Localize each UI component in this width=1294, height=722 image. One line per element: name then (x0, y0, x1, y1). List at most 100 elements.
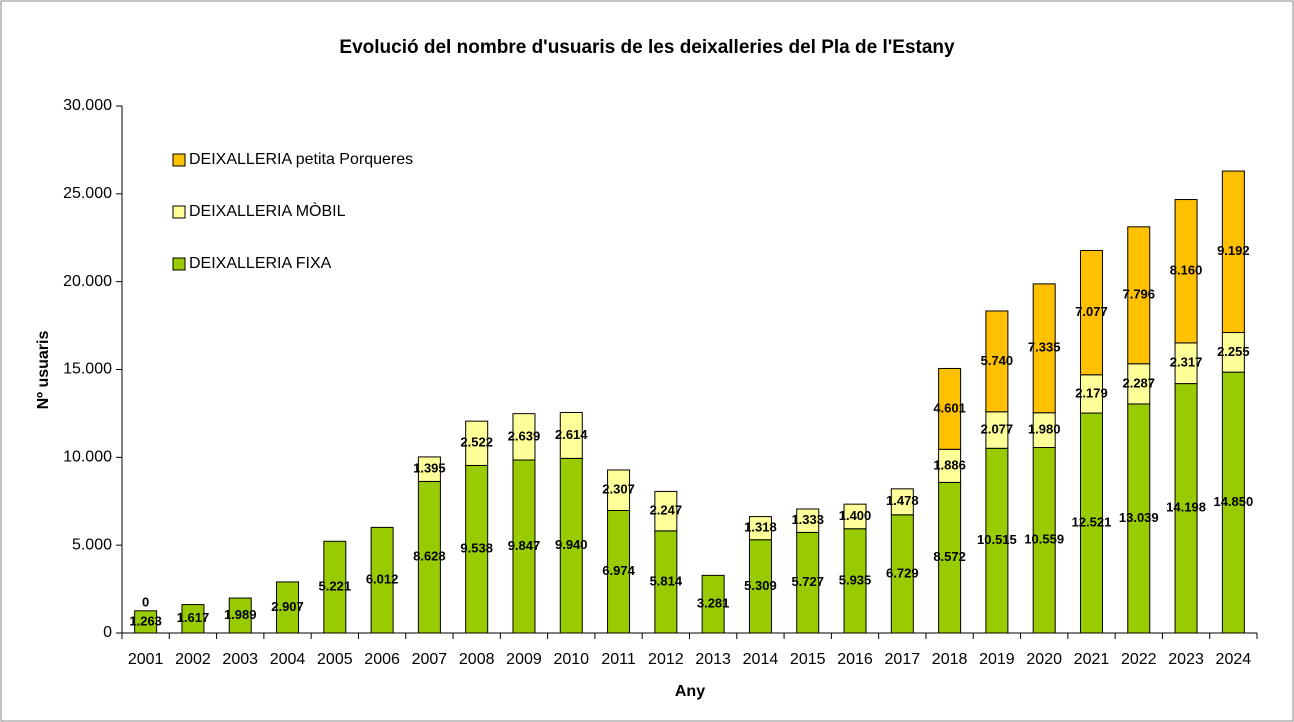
x-tick-label: 2008 (459, 651, 495, 668)
value-label: 10.559 (1024, 532, 1064, 547)
bar-segment (985, 310, 1009, 413)
legend-label: DEIXALLERIA FIXA (189, 255, 332, 272)
value-label: 2.317 (1170, 355, 1203, 370)
value-label: 6.729 (886, 565, 919, 580)
legend-label: DEIXALLERIA MÒBIL (189, 201, 346, 220)
x-tick-label: 2009 (506, 651, 542, 668)
value-label: 1.989 (224, 607, 257, 622)
x-tick-label: 2005 (317, 651, 353, 668)
value-label: 1.617 (177, 610, 210, 625)
value-label: 5.935 (839, 572, 872, 587)
value-label: 6.012 (366, 572, 399, 587)
value-label: 2.907 (271, 599, 304, 614)
x-tick-label: 2004 (270, 651, 306, 668)
value-label: 14.198 (1166, 500, 1206, 515)
bar-segment (843, 503, 867, 530)
value-label: 5.740 (981, 353, 1014, 368)
bar-segment (512, 413, 536, 461)
value-label: 2.287 (1122, 375, 1155, 390)
value-label: 8.628 (413, 549, 446, 564)
x-tick-label: 2014 (743, 651, 779, 668)
bar-segment (1079, 249, 1103, 376)
y-tick-label: 15.000 (63, 361, 112, 378)
value-label: 1.395 (413, 461, 446, 476)
bar-segment (276, 581, 300, 634)
legend-swatch (172, 205, 186, 219)
value-label: 6.974 (602, 563, 635, 578)
x-tick-label: 2010 (553, 651, 589, 668)
value-label: 2.614 (555, 427, 588, 442)
bar-segment (890, 488, 914, 516)
value-label: 2.179 (1075, 385, 1108, 400)
x-tick-label: 2003 (222, 651, 258, 668)
value-label: 1.400 (839, 508, 872, 523)
bar-segment (465, 420, 489, 466)
y-tick-label: 25.000 (63, 185, 112, 202)
value-label: 5.727 (791, 574, 824, 589)
value-label: 9.847 (508, 538, 541, 553)
legend-label: DEIXALLERIA petita Porqueres (189, 151, 413, 168)
value-label: 1.318 (744, 520, 777, 535)
bar-segment (181, 604, 205, 634)
value-label: 8.572 (933, 549, 966, 564)
value-label: 5.221 (319, 579, 352, 594)
x-tick-label: 2021 (1074, 651, 1110, 668)
value-label: 1.980 (1028, 422, 1061, 437)
value-label: 9.538 (460, 541, 493, 556)
bar-segment (796, 508, 820, 533)
x-tick-label: 2022 (1121, 651, 1157, 668)
y-tick-label: 30.000 (63, 97, 112, 114)
value-label: 2.255 (1217, 344, 1250, 359)
value-label: 5.814 (650, 573, 683, 588)
value-label: 2.639 (508, 428, 541, 443)
y-tick-label: 0 (103, 624, 112, 641)
value-label: 9.940 (555, 537, 588, 552)
x-tick-label: 2002 (175, 651, 211, 668)
bar-segment (938, 367, 962, 450)
value-label: 4.601 (933, 400, 966, 415)
value-label: 12.521 (1072, 514, 1112, 529)
value-label: 13.039 (1119, 510, 1159, 525)
value-label: 1.333 (791, 512, 824, 527)
value-label: 1.478 (886, 493, 919, 508)
value-label: 1.886 (933, 457, 966, 472)
value-label: 2.247 (650, 503, 683, 518)
value-label: 10.515 (977, 532, 1017, 547)
value-label: 1.263 (129, 613, 162, 628)
legend-swatch (172, 257, 186, 271)
bar-segment (701, 574, 725, 634)
bar-segment (1174, 199, 1198, 344)
value-label: 3.281 (697, 596, 730, 611)
x-tick-label: 2023 (1168, 651, 1204, 668)
value-label: 2.522 (460, 435, 493, 450)
x-tick-label: 2013 (695, 651, 731, 668)
bar-segment (654, 490, 678, 532)
x-tick-label: 2006 (364, 651, 400, 668)
x-tick-label: 2001 (128, 651, 164, 668)
value-label: 2.077 (981, 421, 1014, 436)
value-label: 5.309 (744, 578, 777, 593)
legend-swatch (172, 153, 186, 167)
y-tick-label: 5.000 (72, 536, 112, 553)
value-label: 9.192 (1217, 243, 1250, 258)
x-tick-label: 2016 (837, 651, 873, 668)
x-axis-label: Any (675, 683, 705, 700)
x-tick-label: 2017 (885, 651, 921, 668)
value-label: 8.160 (1170, 263, 1203, 278)
value-label: 7.796 (1122, 287, 1155, 302)
bar-segment (559, 411, 583, 459)
value-label: 2.307 (602, 482, 635, 497)
x-tick-label: 2018 (932, 651, 968, 668)
y-axis-label: Nº usuaris (35, 331, 52, 410)
x-tick-label: 2020 (1026, 651, 1062, 668)
x-tick-label: 2015 (790, 651, 826, 668)
y-tick-label: 10.000 (63, 449, 112, 466)
value-label: 7.335 (1028, 340, 1061, 355)
bar-segment (1127, 226, 1151, 365)
bar-segment (370, 526, 394, 634)
value-label: 14.850 (1213, 494, 1253, 509)
x-tick-label: 2024 (1216, 651, 1252, 668)
